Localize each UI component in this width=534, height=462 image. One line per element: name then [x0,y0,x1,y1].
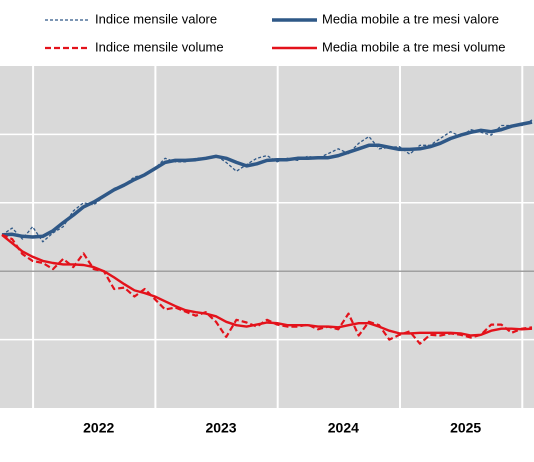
series-line [1,233,533,345]
series-line [1,233,533,337]
legend-label: Indice mensile valore [95,11,217,26]
legend-label: Indice mensile volume [95,39,224,54]
legend-label: Media mobile a tre mesi valore [322,11,499,26]
legend-label: Media mobile a tre mesi volume [322,39,506,54]
x-tick-label: 2023 [205,420,236,436]
plot-area [0,66,534,408]
series-line [1,120,533,239]
x-tick-label: 2024 [328,420,359,436]
x-tick-label: 2022 [83,420,114,436]
x-tick-label: 2025 [450,420,481,436]
